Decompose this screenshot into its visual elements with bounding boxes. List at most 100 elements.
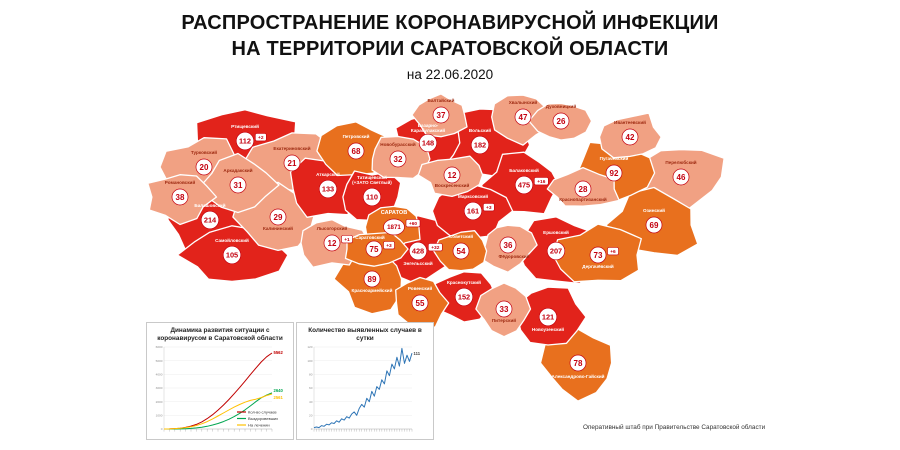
map-region: Петровский 68	[343, 133, 370, 160]
case-count: 78	[574, 359, 583, 368]
map-region: Марксовский 161 +3	[458, 193, 495, 221]
case-count: 161	[467, 207, 479, 216]
region-label: Ровенский	[408, 285, 433, 291]
case-count-circle	[499, 236, 517, 254]
case-count: 182	[474, 141, 486, 150]
map-region: Вольский 182	[469, 127, 491, 155]
case-count-circle	[222, 245, 242, 265]
region-label: Озинский	[643, 207, 665, 213]
y-tick-label: 5000	[156, 359, 163, 363]
region-label: Ершовский	[543, 229, 569, 235]
region-label: Петровский	[343, 133, 370, 139]
case-count-circle	[323, 234, 341, 252]
region-label: Турковский	[191, 149, 217, 155]
series-end-label: 5562	[274, 350, 284, 355]
header: РАСПРОСТРАНЕНИЕ КОРОНАВИРУСНОЙ ИНФЕКЦИИ …	[0, 10, 900, 82]
map-region: Самойловский 105	[215, 237, 249, 265]
case-count: 33	[500, 305, 509, 314]
case-count-circle	[363, 270, 381, 288]
map-region: Питерский 33	[492, 300, 516, 323]
case-count-circle	[283, 154, 301, 172]
case-count-circle	[495, 300, 513, 318]
case-count: 152	[458, 293, 470, 302]
region-label: Энгельсский	[403, 260, 432, 266]
case-count-circle	[514, 108, 532, 126]
region-label: Марксовский	[458, 193, 488, 199]
daily-increase-value: +32	[431, 245, 439, 251]
case-count-circle	[195, 158, 213, 176]
daily-increase-value: +2	[258, 135, 264, 141]
case-count: 92	[610, 169, 619, 178]
y-tick-label: 1000	[156, 414, 163, 418]
case-count: 31	[234, 181, 243, 190]
case-count-circle	[605, 164, 623, 182]
case-count-circle	[432, 106, 450, 124]
case-count-circle	[454, 287, 474, 307]
region-label: Краснокутский	[447, 279, 481, 285]
daily-cases-line-chart: 0 20 40 60 80 100 120 111	[307, 345, 421, 432]
case-count: 121	[542, 313, 554, 322]
case-count-circle	[463, 201, 483, 221]
case-count: 214	[204, 216, 217, 225]
map-region: Дергачёвский 73 +6	[582, 246, 619, 269]
case-count-circle	[200, 210, 220, 230]
case-count-circle	[552, 112, 570, 130]
case-count-circle	[408, 241, 428, 261]
legend-label: Кол-во случаев	[248, 410, 277, 415]
map-region: Балашовский 214	[194, 202, 226, 230]
map-region: Екатериновский 21	[273, 145, 311, 172]
map-region: Турковский 20	[191, 149, 217, 176]
case-count: 36	[504, 241, 513, 250]
series-line	[313, 348, 413, 429]
case-count-circle	[452, 242, 470, 260]
oblast-choropleth-map: Ртищевский 112 +2 Турковский 20 Романовский 38…	[147, 93, 725, 402]
region-label: Дергачёвский	[582, 263, 614, 269]
title-line-2: НА ТЕРРИТОРИИ САРАТОВСКОЙ ОБЛАСТИ	[231, 38, 669, 60]
region-label: Романовский	[165, 179, 196, 185]
region-label: Лысогорский	[317, 225, 348, 231]
region-label: Воскресенский	[435, 182, 470, 188]
daily-increase-value: +1	[344, 237, 350, 243]
region-label: Ивантеевский	[614, 119, 646, 125]
case-count: 21	[288, 159, 297, 168]
series-line	[164, 392, 273, 430]
y-tick-label: 0	[311, 427, 313, 431]
region-label: Советский	[449, 233, 473, 239]
dynamics-line-chart: 0 1000 2000 3000 4000 5000 6000 5562 2640 2561 Кол…	[156, 345, 284, 432]
case-count: 26	[557, 117, 566, 126]
map-region: Балаковский 475 +16	[509, 167, 549, 195]
region-label: Хвалынский	[509, 99, 538, 105]
case-count: 75	[370, 245, 379, 254]
region-label: Самойловский	[215, 237, 249, 243]
map-region: Калининский 29	[263, 208, 293, 231]
case-count: 207	[550, 247, 562, 256]
case-count: 46	[677, 173, 686, 182]
case-count-circle	[229, 176, 247, 194]
case-count-circle	[389, 150, 407, 168]
y-tick-label: 80	[309, 373, 313, 377]
region-label: Вольский	[469, 127, 491, 133]
map-region: Новобурасский 32	[380, 141, 416, 168]
series-end-label: 2640	[274, 388, 284, 393]
region-label: Балаковский	[509, 167, 539, 173]
case-count-circle	[470, 135, 490, 155]
map-region: Ровенский 55	[408, 285, 433, 312]
map-region: САРАТОВ 1871 +60	[381, 210, 421, 236]
case-count: 12	[328, 239, 337, 248]
map-region: Ершовский 207	[543, 229, 569, 261]
case-count: 37	[437, 111, 446, 120]
y-tick-label: 20	[309, 414, 313, 418]
case-count: 12	[448, 171, 457, 180]
case-count: 55	[416, 299, 425, 308]
map-region: Александрово-Гайский 78	[552, 354, 605, 379]
region-label: Новобурасский	[380, 141, 416, 147]
y-tick-label: 3000	[156, 386, 163, 390]
y-tick-label: 0	[161, 427, 163, 431]
daily-increase-badge	[255, 133, 267, 142]
credit-text: Оперативный штаб при Правительстве Сарат…	[583, 424, 766, 431]
case-count-circle	[362, 187, 382, 207]
case-count-circle	[514, 175, 534, 195]
dynamics-chart-title: Динамика развития ситуации с коронавирус…	[157, 327, 283, 342]
case-count-circle	[621, 128, 639, 146]
